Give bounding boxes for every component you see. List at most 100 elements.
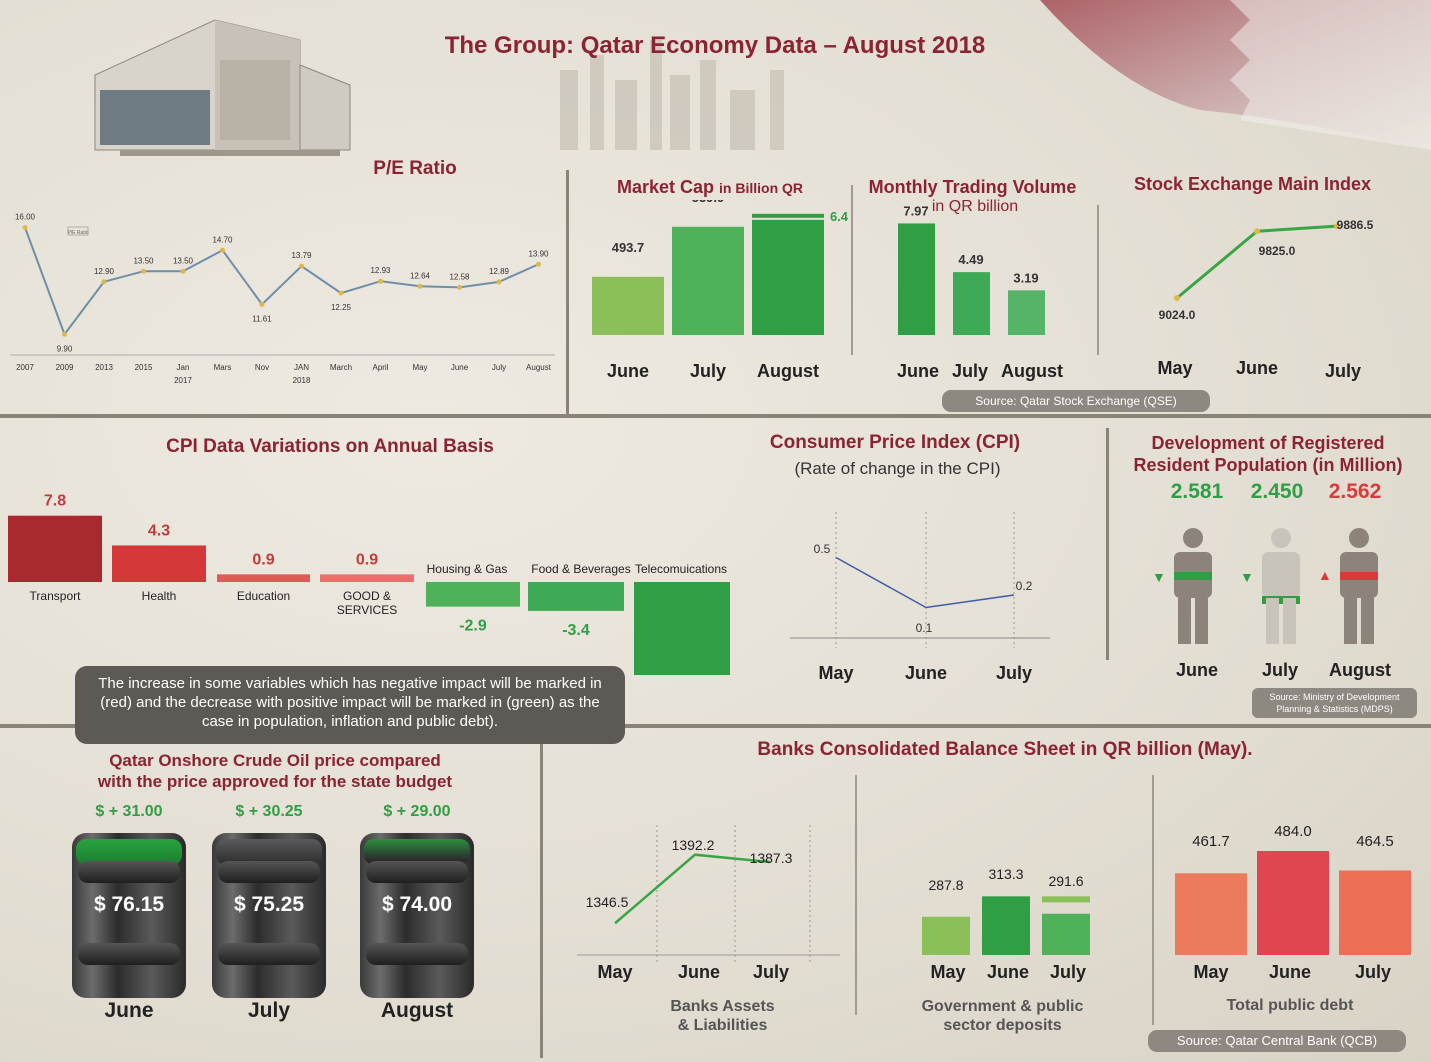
pe-data-label: 11.61 [252, 314, 272, 323]
market-cap-title: Market Cap in Billion QR [585, 177, 835, 198]
skyline-graphic [560, 40, 784, 150]
pe-legend-label: P/E Ratio [67, 230, 88, 236]
pe-tick-label: 2007 [16, 363, 34, 372]
pe-point [457, 284, 462, 290]
market-cap-unit: in Billion QR [719, 180, 804, 196]
cpi-variation-value-label: -3.4 [562, 622, 590, 639]
oil-barrel-cap [364, 839, 470, 865]
color-legend-note: The increase in some variables which has… [75, 666, 625, 744]
deposits-x-label: June [987, 962, 1029, 982]
public-debt-caption: Total public debt [1226, 997, 1354, 1014]
cpi-variation-category-label: Housing & Gas [427, 562, 508, 576]
main-index-chart: 9024.0 May 9825.0 June 9886.5 July [1157, 218, 1373, 381]
pe-chart: P/E Ratio 16.00 2007 9.90 2009 12.90 2013 13.50… [10, 213, 555, 385]
banks-assets-caption-line1: Banks Assets [670, 998, 775, 1015]
cpi-variation-category-label: SERVICES [337, 603, 397, 617]
pe-data-label: 13.90 [528, 249, 549, 258]
pe-data-label: 14.70 [212, 235, 233, 244]
cpi-variation-bar [217, 574, 310, 582]
assets-line [614, 853, 771, 925]
pe-title: P/E Ratio [373, 158, 457, 179]
oil-barrel-band [78, 861, 180, 883]
assets-x-label: June [678, 962, 720, 982]
header-decoration [94, 0, 1431, 156]
debt-value-label: 484.0 [1274, 823, 1312, 840]
pe-data-label: 9.90 [57, 344, 73, 353]
oil-barrel: $ 75.25 [212, 833, 326, 998]
debt-bar [1257, 851, 1329, 955]
pe-tick-label-2: 2017 [174, 376, 192, 385]
cpi-variation-category-label: Food & Beverages [531, 562, 630, 576]
pe-tick-label-2: 2018 [293, 376, 311, 385]
pe-tick-label: 2015 [135, 363, 153, 372]
main-title: The Group: Qatar Economy Data – August 2… [444, 32, 986, 59]
oil-title-line1: Qatar Onshore Crude Oil price compared [109, 751, 441, 770]
pe-data-label: 16.00 [15, 213, 36, 222]
pe-point [141, 268, 146, 274]
divider-v1 [566, 170, 569, 416]
qse-source: Source: Qatar Stock Exchange (QSE) [942, 390, 1210, 412]
pe-point [299, 263, 304, 269]
pe-point [259, 301, 265, 307]
pe-data-label: 12.25 [331, 303, 352, 312]
divider-row1 [0, 414, 1431, 418]
cpi-variation-bar [426, 582, 520, 607]
cpi-variation-category-label: Education [237, 589, 290, 603]
oil-x-label: July [247, 999, 291, 1022]
cpi-value-label: 0.2 [1016, 579, 1033, 593]
trading-volume-bar [953, 272, 990, 335]
oil-barrel-cap [76, 839, 182, 865]
oil-x-label: June [104, 999, 154, 1022]
deposits-value-label: 287.8 [928, 877, 963, 893]
triangle-up-icon: ▲ [1318, 567, 1332, 583]
main-index-title: Stock Exchange Main Index [1133, 174, 1372, 194]
population-title-line1: Development of Registered [1151, 433, 1385, 453]
market-cap-chart: 493.7June539.9July546.3August6.4 [592, 200, 849, 381]
assets-value-label: 1387.3 [750, 850, 793, 866]
pe-tick-label: August [526, 363, 552, 372]
mdps-source-line1: Source: Ministry of Development [1269, 692, 1400, 702]
assets-value-label: 1392.2 [672, 837, 715, 853]
assets-x-label: May [597, 962, 632, 982]
pe-tick-label: Jan [177, 363, 190, 372]
oil-barrel: $ 76.15 [72, 833, 186, 998]
divider-v6 [855, 775, 857, 1015]
main-index-value-label: 9024.0 [1159, 308, 1196, 322]
pe-tick-label: April [372, 363, 388, 372]
population-x-label: August [1329, 660, 1391, 680]
qcb-source: Source: Qatar Central Bank (QCB) [1148, 1030, 1406, 1052]
banks-assets-caption: Banks Assets & Liabilities [640, 997, 805, 1035]
pe-point [62, 331, 67, 337]
mdps-source-line2: Planning & Statistics (MDPS) [1276, 704, 1393, 714]
deposits-bar [922, 916, 970, 955]
pe-point [180, 268, 186, 274]
market-cap-bar [672, 226, 744, 335]
pe-tick-label: 2009 [56, 363, 74, 372]
oil-price-label: $ 74.00 [381, 893, 453, 916]
oil-barrel-cap [216, 839, 322, 865]
cpi-variations-chart: 7.8 Transport 4.3 Health 0.9 Education 0.9 GOOD… [8, 493, 730, 675]
trading-volume-value-label: 3.19 [1013, 270, 1038, 285]
pe-tick-label: May [412, 363, 427, 372]
main-index-x-label: July [1325, 361, 1361, 381]
oil-price-label: $ 75.25 [233, 893, 305, 916]
person-icon [1258, 528, 1304, 651]
trading-volume-value-label: 4.49 [958, 252, 983, 267]
main-index-point [1174, 295, 1180, 301]
cpi-variation-bar [634, 582, 730, 675]
deposits-caption-line1: Government & public [921, 998, 1084, 1015]
pe-tick-label: Nov [255, 363, 269, 372]
population-chart: 2.581 ▼ June 2.450 ▼ July 2.562 ▲ August [1110, 478, 1430, 688]
banks-assets-chart: 1346.5 May 1392.2 June 1387.3 July [577, 825, 840, 982]
market-cap-bar [752, 219, 824, 335]
pe-tick-label: June [451, 363, 469, 372]
deposits-x-label: July [1050, 962, 1086, 982]
cpi-title: Consumer Price Index (CPI) [769, 432, 1021, 453]
person-figure [1174, 528, 1212, 644]
assets-value-label: 1346.5 [586, 894, 629, 910]
debt-x-label: July [1355, 962, 1391, 982]
cpi-variation-category-label: GOOD & [343, 589, 391, 603]
deposits-chart: 287.8 May 313.3 June 291.6 July [922, 866, 1090, 982]
pe-point [378, 278, 383, 284]
population-title-line2: Resident Population (in Million) [1133, 455, 1403, 475]
